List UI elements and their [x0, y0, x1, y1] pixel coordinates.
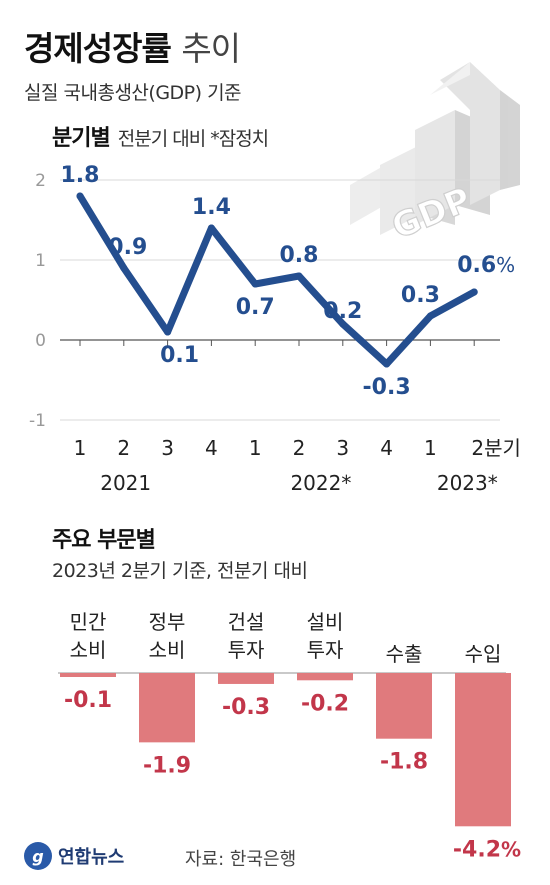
sector-bar	[139, 673, 195, 743]
x-tick-label: 2	[117, 436, 130, 460]
sector-value-label: -4.2%	[453, 837, 521, 862]
x-tick-label: 3	[336, 436, 349, 460]
chart-subtitle: 실질 국내총생산(GDP) 기준	[24, 82, 242, 104]
sector-bar	[455, 673, 511, 827]
sector-category-label: 건설 투자	[228, 610, 265, 662]
sector-bar	[218, 673, 274, 684]
year-label: 2021	[100, 471, 151, 495]
x-tick-label: 4	[380, 436, 393, 460]
unit-suffix: %	[496, 253, 515, 277]
sector-bar	[297, 673, 353, 681]
data-label: 0.9	[108, 235, 147, 260]
data-point	[251, 280, 259, 288]
data-point	[164, 328, 172, 336]
data-label: 0.7	[236, 295, 275, 320]
y-tick-label: 2	[35, 171, 46, 191]
sector-value-label: -1.8	[380, 750, 428, 775]
globe-icon: g	[24, 842, 52, 870]
growth-series-line	[76, 192, 478, 368]
year-label: 2023*	[437, 471, 498, 495]
y-tick-label: -1	[29, 411, 46, 431]
data-point	[295, 272, 303, 280]
data-point	[426, 312, 434, 320]
chart-title: 경제성장률 추이	[24, 22, 241, 70]
sector-bar	[376, 673, 432, 739]
sector-category-label: 수입	[465, 642, 502, 666]
data-label: 0.6%	[457, 253, 515, 278]
logo-text: 연합뉴스	[58, 847, 125, 868]
data-point	[76, 192, 84, 200]
sector-category-label: 설비 투자	[307, 610, 344, 662]
sector-value-label: -0.2	[301, 691, 349, 716]
x-tick-label: 1	[249, 436, 262, 460]
y-tick-label: 0	[35, 331, 46, 351]
sector-category-label: 정부 소비	[149, 610, 186, 662]
sector-section-subtitle: 2023년 2분기 기준, 전분기 대비	[52, 560, 308, 582]
data-label: 0.3	[401, 283, 440, 308]
data-point	[207, 224, 215, 232]
y-tick-label: 1	[35, 251, 46, 271]
x-tick-label: 1	[424, 436, 437, 460]
data-point	[470, 288, 478, 296]
data-label: -0.3	[363, 375, 411, 400]
sector-value-label: -0.1	[64, 688, 112, 713]
x-tick-label: 3	[161, 436, 174, 460]
title-bold: 경제성장률	[24, 29, 172, 68]
year-label: 2022*	[290, 471, 351, 495]
sector-section-title: 주요 부문별	[52, 528, 156, 553]
sector-value-label: -0.3	[222, 695, 270, 720]
quarterly-section-title: 분기별 전분기 대비 *잠정치	[52, 120, 269, 152]
quarterly-title-bold: 분기별	[52, 126, 111, 151]
unit-suffix: %	[501, 837, 521, 861]
quarterly-title-note: 전분기 대비 *잠정치	[117, 128, 269, 150]
yonhap-logo: g 연합뉴스	[24, 842, 124, 870]
data-point	[120, 264, 128, 272]
data-label: 1.4	[192, 195, 231, 220]
sector-category-label: 수출	[386, 642, 423, 666]
data-point	[339, 320, 347, 328]
title-light: 추이	[181, 29, 241, 68]
sector-bar	[60, 673, 116, 677]
x-tick-label: 4	[205, 436, 218, 460]
data-label: 0.1	[160, 343, 199, 368]
x-tick-label: 1	[74, 436, 87, 460]
x-tick-label: 2	[293, 436, 306, 460]
data-label: 1.8	[61, 163, 100, 188]
data-label: 0.8	[280, 243, 319, 268]
data-label: 0.2	[323, 299, 362, 324]
sector-category-label: 민간 소비	[70, 610, 107, 662]
data-point	[383, 360, 391, 368]
x-tick-label: 2분기	[471, 436, 521, 460]
source-note: 자료: 한국은행	[185, 849, 297, 870]
sector-value-label: -1.9	[143, 753, 191, 778]
